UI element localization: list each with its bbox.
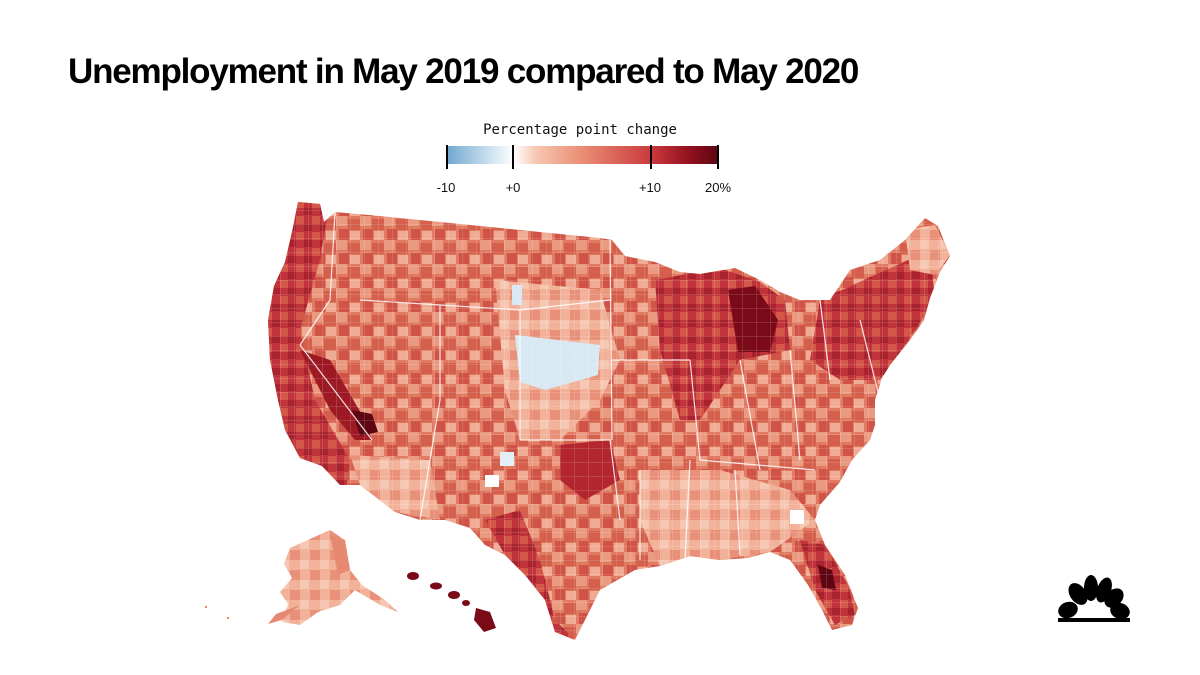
alaska <box>204 530 398 625</box>
state-borders <box>299 211 881 561</box>
legend-tick-label: +0 <box>505 180 521 195</box>
nbc-peacock-icon <box>1058 575 1130 622</box>
legend-tick-label: -10 <box>436 180 456 195</box>
legend-tick-mark <box>717 145 719 169</box>
legend-tick-label: 20% <box>704 180 732 195</box>
chart-title: Unemployment in May 2019 compared to May… <box>68 52 859 91</box>
legend-tick-mark <box>650 145 652 169</box>
color-legend: Percentage point change -10 +0 +10 20% <box>428 118 748 198</box>
hawaii <box>407 572 496 632</box>
legend-tick-mark <box>446 145 448 169</box>
contiguous-us <box>268 202 950 640</box>
legend-tick-label: +10 <box>638 180 662 195</box>
legend-title: Percentage point change <box>483 122 677 138</box>
legend-tick-mark <box>512 145 514 169</box>
